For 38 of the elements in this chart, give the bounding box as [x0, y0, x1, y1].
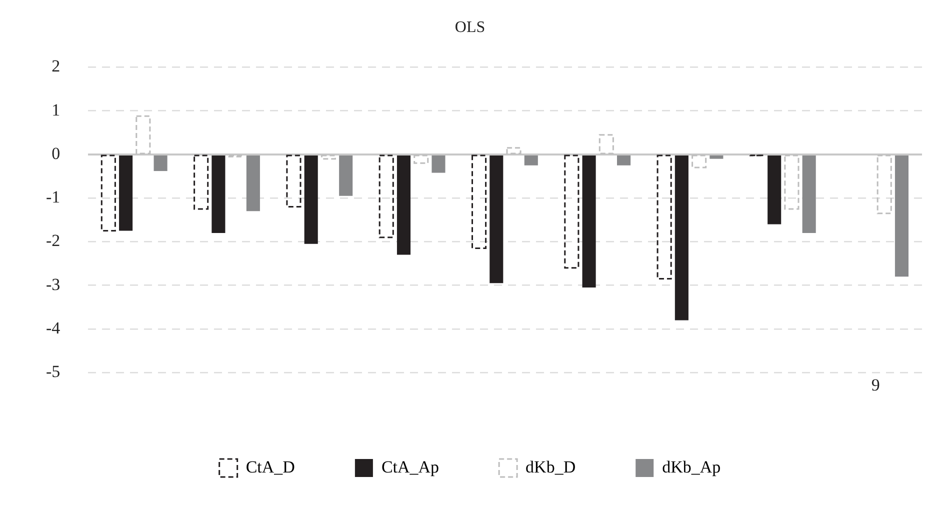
legend-label: CtA_Ap: [381, 457, 440, 476]
bar: [524, 155, 538, 166]
bar: [119, 155, 133, 231]
bar: [100, 154, 116, 232]
y-tick-label: -4: [46, 318, 61, 338]
bar: [894, 155, 909, 277]
legend-label: dKb_Ap: [662, 457, 721, 476]
bar: [212, 155, 226, 233]
bar: [194, 154, 209, 210]
y-tick-label: -3: [46, 274, 60, 294]
bar: [246, 155, 260, 212]
bar: [396, 155, 411, 255]
bar: [339, 155, 353, 196]
bar: [710, 155, 724, 159]
y-tick-label: 2: [52, 56, 60, 76]
x-tick-label: 9: [871, 375, 880, 394]
bar: [582, 155, 596, 288]
legend-label: dKb_D: [526, 457, 576, 476]
y-tick-label: 0: [52, 144, 60, 163]
bar: [656, 154, 672, 280]
y-tick-label: -5: [46, 362, 60, 382]
y-tick-label: 1: [52, 100, 60, 120]
bar: [378, 154, 394, 238]
bar: [432, 155, 446, 173]
y-tick-label: -2: [46, 231, 60, 250]
bar: [564, 154, 580, 269]
bar: [802, 155, 816, 233]
legend-label: CtA_D: [246, 457, 295, 476]
bar: [490, 155, 504, 284]
chart-title: OLS: [454, 18, 486, 36]
bar: [154, 155, 168, 172]
bar: [768, 155, 782, 224]
bar: [286, 154, 302, 208]
bar: [617, 155, 631, 166]
y-tick-label: -1: [46, 188, 60, 207]
bar: [472, 154, 487, 250]
bar: [674, 155, 688, 320]
bar: [304, 155, 318, 244]
